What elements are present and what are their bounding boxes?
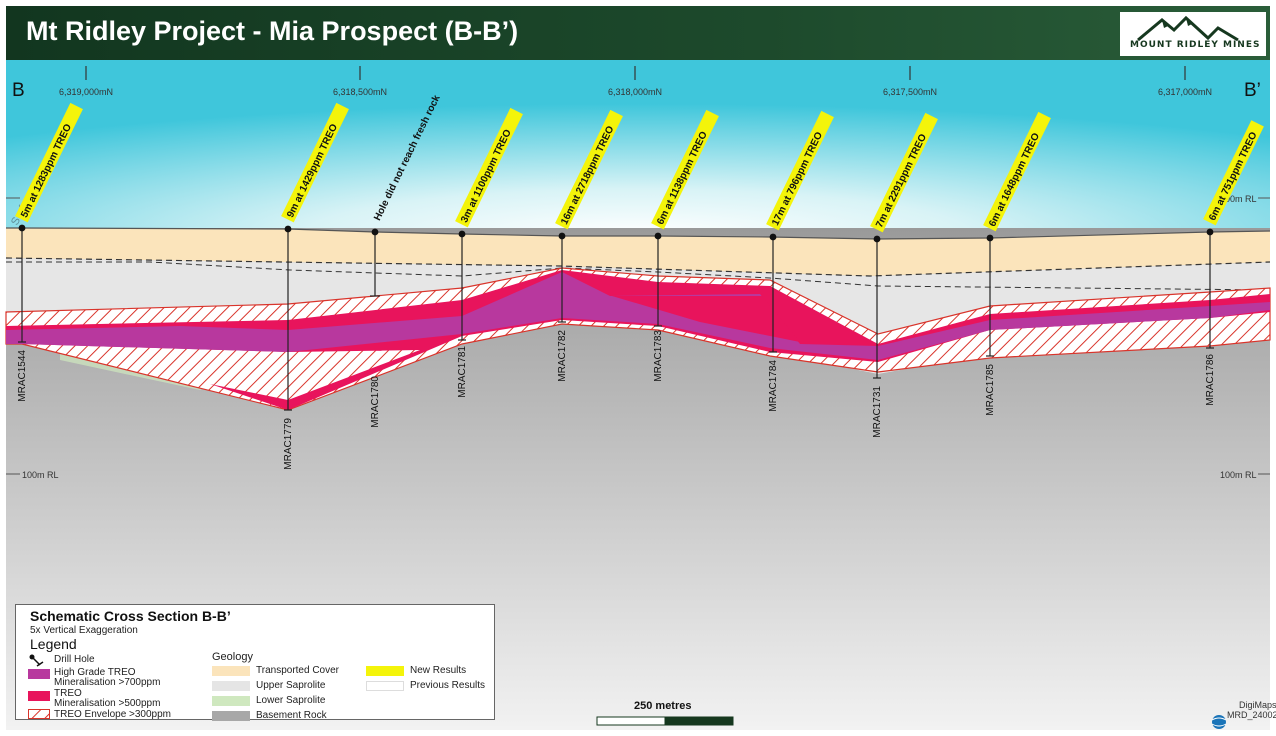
legend-lower-saprolite: Lower Saprolite [256,695,326,706]
digimaps-globe-icon [1211,715,1227,729]
northing-label: 6,319,000mN [59,87,113,97]
legend-envelope: TREO Envelope >300ppm [54,709,172,720]
company-logo: MOUNT RIDLEY MINES [1120,12,1266,56]
drill-hole-id: MRAC1780 [370,376,381,428]
legend-previous-results: Previous Results [410,680,486,691]
section-end-left: B [12,80,25,101]
drill-hole-id: MRAC1781 [457,346,468,398]
drill-hole-id: MRAC1785 [985,364,996,416]
credit-line-2: MRD_24002 [1227,710,1276,720]
saprolite-boundary-line [6,261,1271,291]
legend-high-grade-2: Mineralisation >700ppm [54,677,161,688]
digimaps-credit: DigiMaps MRD_24002 [1227,700,1276,720]
drill-hole-id: MRAC1782 [557,330,568,382]
swatch-high-grade [28,669,50,679]
swatch-treo [28,691,50,701]
northing-label: 6,317,500mN [883,87,937,97]
title-bar: Mt Ridley Project - Mia Prospect (B-B’) [6,6,1270,60]
legend-subtitle: 5x Vertical Exaggeration [30,625,138,636]
swatch-new-results [366,666,404,676]
legend-heading: Legend [30,636,77,652]
transported-cover-area [6,228,1270,276]
rl200-right-label: 200m RL [1220,194,1257,204]
drill-hole-id: MRAC1783 [653,330,664,382]
sky-area [6,60,1270,235]
scale-bar [596,716,734,726]
legend-high-grade-1: High Grade TREO [54,667,136,678]
mountain-logo-icon [1137,15,1239,42]
legend-treo-1: TREO [54,688,82,699]
northing-label: 6,318,000mN [608,87,662,97]
credit-line-1: DigiMaps [1239,700,1276,710]
legend-new-results: New Results [410,665,467,676]
legend-upper-saprolite: Upper Saprolite [256,680,326,691]
page-title: Mt Ridley Project - Mia Prospect (B-B’) [26,16,519,46]
legend-drill-hole: Drill Hole [54,654,95,665]
drill-hole-id: MRAC1544 [17,350,28,402]
logo-text: MOUNT RIDLEY MINES [1130,40,1261,50]
swatch-upper-saprolite [212,681,250,691]
drill-hole-id: MRAC1731 [872,386,883,438]
swatch-envelope [28,709,50,719]
legend-treo-2: Mineralisation >500ppm [54,698,161,709]
northing-axis: 6,319,000mN 6,318,500mN 6,318,000mN 6,31… [59,66,1212,97]
drill-hole-id: MRAC1779 [283,418,294,470]
surface-line [6,227,1271,240]
swatch-transported [212,666,250,676]
legend-basement: Basement Rock [256,710,327,721]
legend-title: Schematic Cross Section B-B’ [30,608,231,624]
scale-bar-label: 250 metres [634,700,692,712]
swatch-previous-results [366,681,404,691]
drill-hole-id: MRAC1784 [768,360,779,412]
drill-hole-icon [29,654,44,667]
rl100-left-label: 100m RL [22,470,59,480]
drill-hole-id: MRAC1786 [1205,354,1216,406]
cover-base-line [5,257,1271,277]
high-grade-area [6,272,1270,360]
swatch-lower-saprolite [212,696,250,706]
section-end-right: B’ [1244,80,1261,101]
swatch-basement [212,711,250,721]
treo-lens [612,296,800,342]
rl100-right-label: 100m RL [1220,470,1257,480]
legend-transported: Transported Cover [256,665,339,676]
legend-box: Schematic Cross Section B-B’ 5x Vertical… [15,604,495,721]
northing-label: 6,317,000mN [1158,87,1212,97]
treo-envelope-area [5,267,1271,411]
legend-geology-heading: Geology [212,651,253,663]
northing-label: 6,318,500mN [333,87,387,97]
